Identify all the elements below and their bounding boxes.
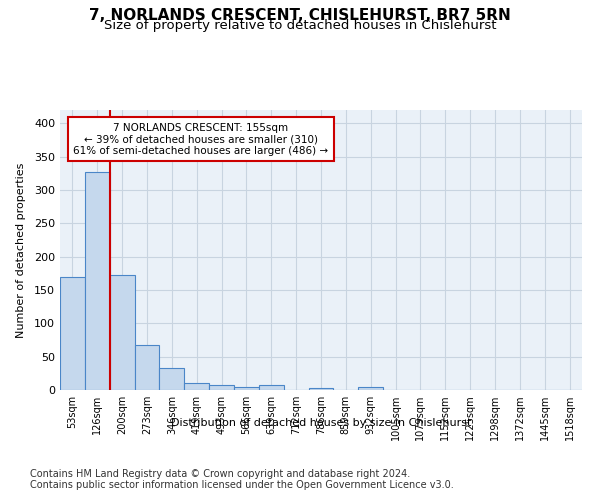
Bar (209, 384, 234, 390)
Bar (259, 384, 284, 390)
Bar (160, 368, 184, 390)
Text: 7, NORLANDS CRESCENT, CHISLEHURST, BR7 5RN: 7, NORLANDS CRESCENT, CHISLEHURST, BR7 5… (89, 8, 511, 22)
Bar (358, 386, 383, 390)
Bar (85, 172, 110, 390)
Bar (308, 388, 334, 390)
Bar (184, 384, 209, 390)
Bar (134, 346, 160, 390)
Text: Contains public sector information licensed under the Open Government Licence v3: Contains public sector information licen… (30, 480, 454, 490)
Bar (60, 276, 85, 390)
Text: Size of property relative to detached houses in Chislehurst: Size of property relative to detached ho… (104, 19, 496, 32)
Bar (234, 386, 259, 390)
Bar (110, 276, 134, 390)
Text: Contains HM Land Registry data © Crown copyright and database right 2024.: Contains HM Land Registry data © Crown c… (30, 469, 410, 479)
Text: 7 NORLANDS CRESCENT: 155sqm
← 39% of detached houses are smaller (310)
61% of se: 7 NORLANDS CRESCENT: 155sqm ← 39% of det… (73, 122, 329, 156)
Text: Distribution of detached houses by size in Chislehurst: Distribution of detached houses by size … (171, 418, 471, 428)
Y-axis label: Number of detached properties: Number of detached properties (16, 162, 26, 338)
